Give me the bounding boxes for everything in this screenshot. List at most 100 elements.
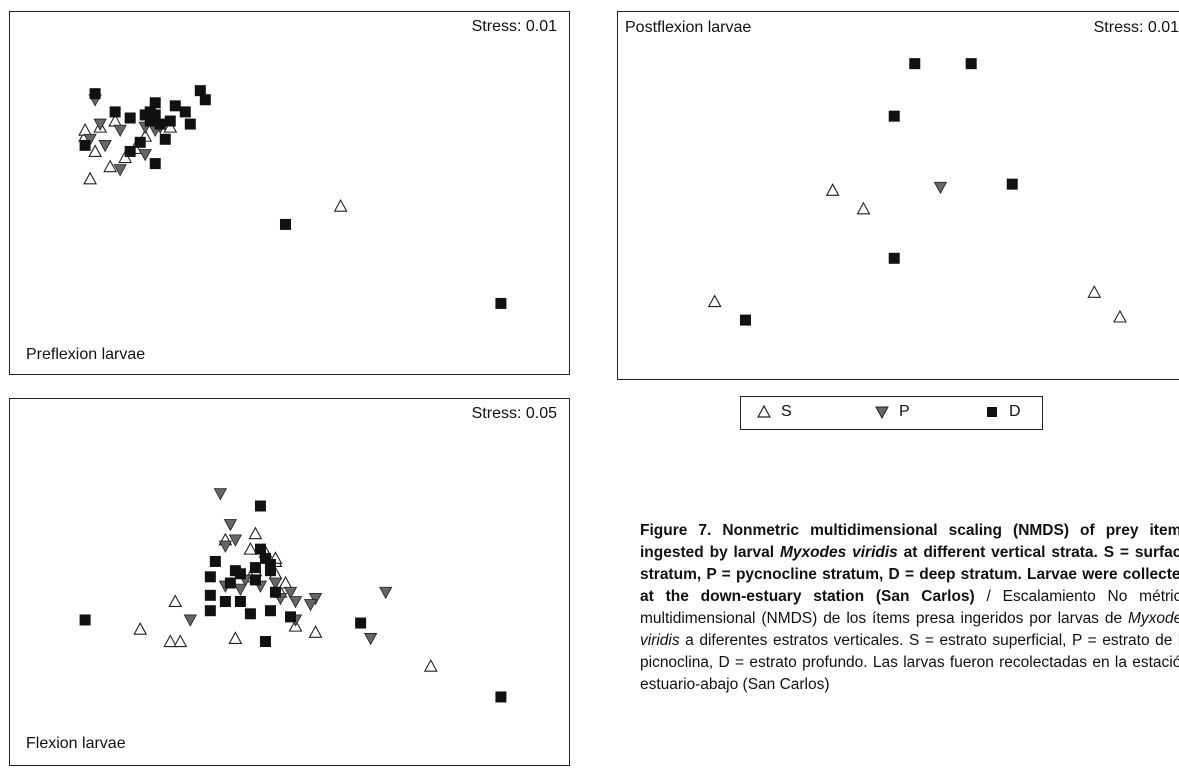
point-s-2-16: [423, 659, 438, 672]
point-p-2-13: [183, 614, 197, 627]
point-s-0-3: [88, 144, 103, 157]
point-d-1-3: [1006, 178, 1018, 190]
legend-item-p: P: [875, 403, 910, 421]
point-p-2-3: [228, 534, 243, 547]
point-d-0-19: [194, 85, 206, 97]
point-d-2-7: [249, 574, 261, 586]
point-d-2-14: [219, 595, 231, 607]
point-p-2-10: [308, 592, 323, 606]
point-d-2-23: [285, 611, 296, 623]
point-d-2-2: [204, 571, 216, 583]
point-s-2-10: [228, 631, 243, 644]
postflexion-stress: Stress: 0.01: [1093, 19, 1179, 36]
point-d-2-3: [204, 589, 216, 601]
point-s-0-7: [83, 171, 98, 185]
point-p-0-8: [138, 149, 152, 162]
point-p-1-0: [933, 181, 948, 195]
point-p-0-4: [113, 124, 127, 137]
point-p-2-11: [379, 586, 393, 600]
point-d-0-0: [89, 88, 101, 100]
point-d-2-19: [355, 617, 367, 629]
point-d-2-11: [264, 565, 276, 577]
legend-item-d: D: [985, 403, 1021, 421]
point-d-1-0: [909, 58, 921, 70]
point-d-0-20: [199, 94, 211, 106]
point-p-2-7: [283, 586, 298, 600]
postflexion-title: Postflexion larvae: [625, 19, 752, 36]
preflexion-title: Preflexion larvae: [26, 346, 146, 363]
point-d-0-8: [169, 100, 181, 112]
point-d-0-7: [149, 97, 161, 109]
legend-marker-p: [875, 406, 889, 419]
caption-es-species: Myxodes viridis: [640, 610, 1179, 649]
point-d-2-0: [254, 500, 266, 512]
point-d-0-10: [124, 145, 136, 157]
point-d-1-4: [888, 252, 900, 264]
point-d-2-9: [259, 552, 271, 564]
point-d-0-15: [144, 115, 156, 127]
preflexion-stress: Stress: 0.01: [471, 18, 557, 35]
point-s-0-5: [118, 150, 133, 164]
point-p-2-15: [233, 583, 248, 596]
point-d-2-21: [79, 614, 91, 626]
point-p-0-1: [93, 118, 107, 131]
flexion-stress: Stress: 0.05: [471, 405, 557, 422]
point-d-0-1: [109, 106, 121, 118]
point-s-1-2: [707, 294, 722, 308]
preflexion-plot: Stress: 0.01 Preflexion larvae: [9, 11, 570, 375]
caption-en-species: Myxodes viridis: [779, 544, 898, 561]
point-s-2-9: [173, 634, 188, 648]
legend-label-d: D: [1009, 403, 1021, 420]
point-s-0-11: [333, 199, 348, 212]
postflexion-plot: Stress: 0.01 Postflexion larvae: [617, 11, 1179, 380]
point-s-2-1: [248, 526, 263, 540]
point-s-2-8: [163, 634, 178, 648]
point-d-2-6: [234, 568, 246, 580]
point-d-0-14: [79, 139, 91, 151]
point-p-2-12: [363, 633, 378, 646]
point-d-0-9: [159, 133, 171, 145]
legend: S P D: [740, 396, 1043, 430]
point-p-0-3: [98, 139, 112, 153]
flexion-plot-area: [79, 488, 507, 703]
postflexion-plot-area: [707, 58, 1127, 326]
point-s-2-7: [133, 622, 148, 635]
flexion-plot: Stress: 0.05 Flexion larvae: [9, 398, 570, 766]
point-d-0-5: [164, 115, 176, 127]
legend-marker-d: [987, 407, 997, 417]
point-s-1-4: [1113, 309, 1127, 323]
point-d-2-18: [259, 636, 271, 648]
point-s-0-6: [103, 159, 118, 173]
legend-marker-s: [757, 405, 771, 418]
caption-es-part-2: a diferentes estratos verticales. S = es…: [640, 632, 1179, 693]
point-s-2-2: [243, 541, 258, 555]
caption-en-part-1: Figure 7. Nonmetric multidimensional sca…: [640, 522, 1179, 561]
point-p-2-1: [223, 519, 238, 532]
point-d-1-1: [965, 58, 977, 70]
point-d-2-17: [264, 605, 276, 617]
point-s-1-3: [1087, 285, 1102, 298]
flexion-title: Flexion larvae: [26, 735, 126, 752]
point-d-0-18: [495, 297, 507, 309]
point-d-2-13: [204, 605, 216, 617]
caption-en-part-2: at different vertical strata. S = surfac…: [640, 544, 1179, 605]
figure-caption: Figure 7. Nonmetric multidimensional sca…: [640, 520, 1179, 696]
point-d-0-11: [149, 158, 161, 170]
point-d-0-21: [179, 106, 191, 118]
point-s-0-10: [78, 123, 93, 136]
point-d-1-5: [739, 314, 751, 326]
point-d-2-4: [224, 577, 236, 589]
point-p-2-17: [303, 599, 318, 612]
point-s-2-6: [168, 594, 183, 608]
point-d-0-12: [184, 118, 196, 130]
point-d-0-16: [149, 109, 161, 121]
point-d-2-22: [249, 562, 261, 574]
point-d-1-2: [888, 110, 900, 122]
point-s-2-12: [308, 625, 323, 638]
point-p-2-2: [218, 540, 233, 553]
point-s-1-0: [825, 183, 840, 196]
preflexion-plot-area: [78, 85, 507, 309]
point-p-0-7: [113, 164, 127, 177]
point-d-2-16: [244, 608, 256, 620]
point-d-2-10: [264, 559, 276, 571]
